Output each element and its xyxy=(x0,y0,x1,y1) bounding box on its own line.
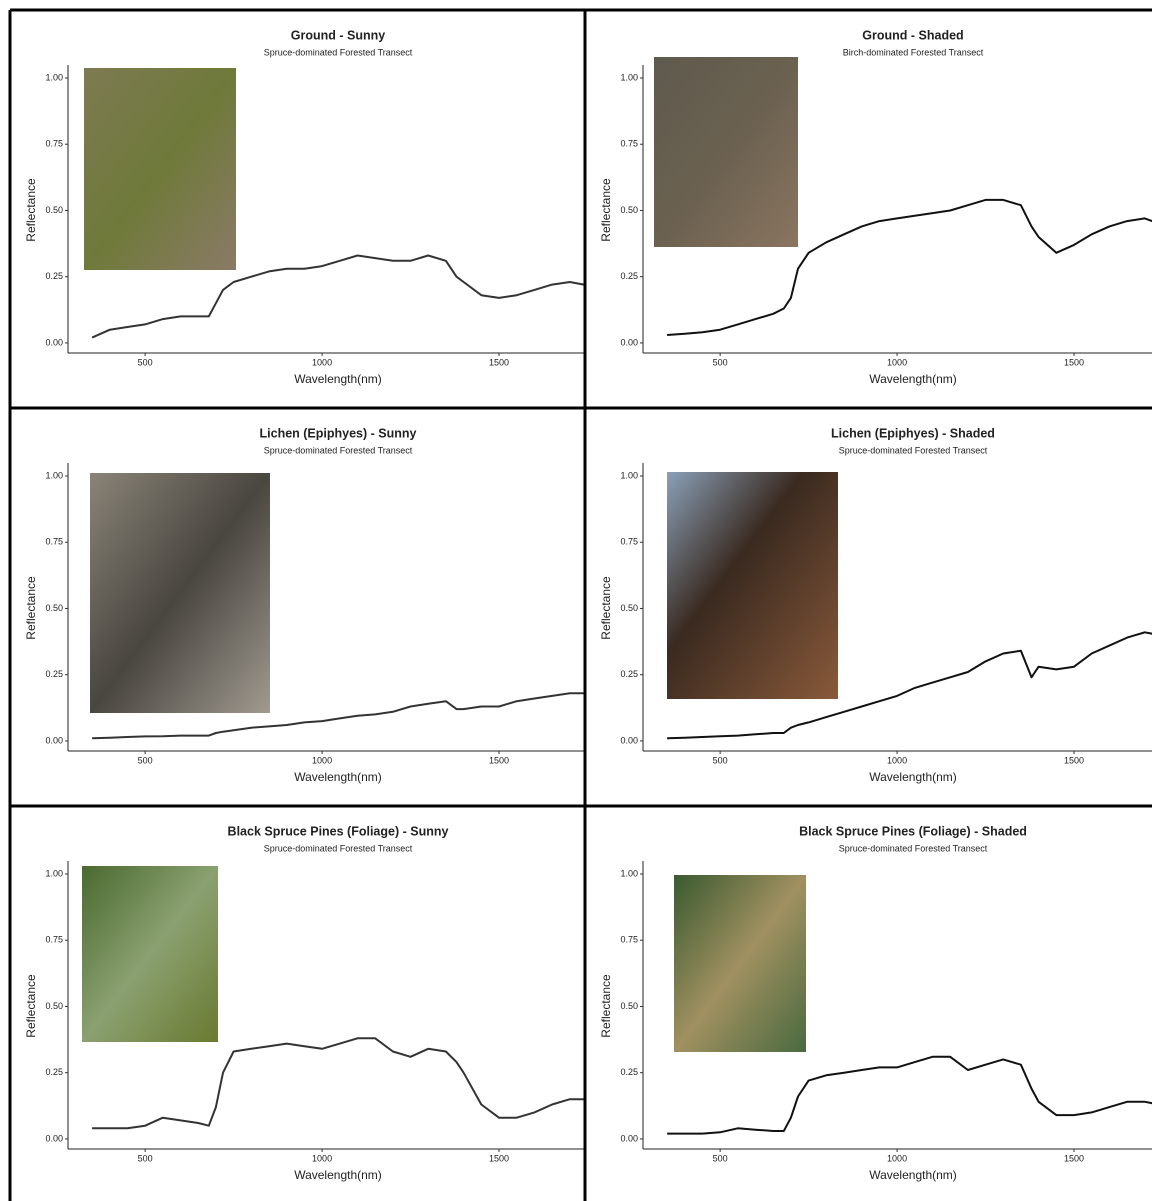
x-tick-label: 500 xyxy=(138,755,153,765)
chart-panel: Black Spruce Pines (Foliage) - Sunny Spru… xyxy=(24,824,585,1182)
x-tick-label: 1000 xyxy=(312,357,332,367)
x-axis-title: Wavelength(nm) xyxy=(294,372,382,386)
y-tick-label: 0.75 xyxy=(620,139,638,149)
x-tick-label: 500 xyxy=(713,755,728,765)
x-tick-label: 1500 xyxy=(1064,755,1084,765)
y-tick-label: 0.50 xyxy=(620,205,638,215)
chart-subtitle: Spruce-dominated Forested Transect xyxy=(839,445,988,455)
y-tick-label: 0.00 xyxy=(45,1133,63,1143)
x-tick-label: 500 xyxy=(138,1153,153,1163)
y-axis-title: Reflectance xyxy=(24,178,38,242)
x-tick-label: 500 xyxy=(713,1153,728,1163)
y-tick-label: 1.00 xyxy=(620,72,638,82)
y-axis-title: Reflectance xyxy=(599,576,613,640)
y-tick-label: 0.75 xyxy=(620,537,638,547)
chart-subtitle: Birch-dominated Forested Transect xyxy=(843,47,984,57)
y-tick-label: 0.50 xyxy=(620,1001,638,1011)
chart-title: Lichen (Epiphyes) - Sunny xyxy=(260,426,417,440)
chart-subtitle: Spruce-dominated Forested Transect xyxy=(264,843,413,853)
y-tick-label: 0.75 xyxy=(45,139,63,149)
x-tick-label: 1000 xyxy=(312,1153,332,1163)
photo xyxy=(82,866,218,1042)
y-tick-label: 0.00 xyxy=(620,735,638,745)
y-tick-label: 0.75 xyxy=(45,935,63,945)
y-tick-label: 0.00 xyxy=(620,337,638,347)
y-tick-label: 0.75 xyxy=(45,537,63,547)
x-tick-label: 1500 xyxy=(489,1153,509,1163)
y-tick-label: 1.00 xyxy=(620,868,638,878)
y-tick-label: 0.25 xyxy=(45,271,63,281)
x-tick-label: 1000 xyxy=(887,357,907,367)
x-tick-label: 1500 xyxy=(489,755,509,765)
y-axis-title: Reflectance xyxy=(599,178,613,242)
page: Ground - Sunny Spruce-dominated Forested … xyxy=(0,0,1152,1201)
chart-title: Black Spruce Pines (Foliage) - Shaded xyxy=(799,824,1027,838)
y-tick-label: 0.00 xyxy=(45,735,63,745)
chart-panel: Ground - Shaded Birch-dominated Forested … xyxy=(599,28,1152,386)
chart-title: Lichen (Epiphyes) - Shaded xyxy=(831,426,995,440)
x-tick-label: 1500 xyxy=(489,357,509,367)
x-axis-title: Wavelength(nm) xyxy=(294,1168,382,1182)
chart-title: Black Spruce Pines (Foliage) - Sunny xyxy=(228,824,449,838)
x-axis-title: Wavelength(nm) xyxy=(869,1168,957,1182)
y-tick-label: 0.50 xyxy=(620,603,638,613)
y-tick-label: 1.00 xyxy=(45,72,63,82)
y-axis-title: Reflectance xyxy=(24,974,38,1038)
spectrum-line xyxy=(667,1057,1152,1134)
chart-panel: Ground - Sunny Spruce-dominated Forested … xyxy=(24,28,585,386)
x-tick-label: 1000 xyxy=(887,1153,907,1163)
x-tick-label: 1500 xyxy=(1064,1153,1084,1163)
chart-subtitle: Spruce-dominated Forested Transect xyxy=(839,843,988,853)
spectrum-line xyxy=(92,1038,584,1128)
figure: Ground - Sunny Spruce-dominated Forested … xyxy=(0,0,1152,1201)
y-tick-label: 0.50 xyxy=(45,603,63,613)
y-tick-label: 0.00 xyxy=(620,1133,638,1143)
x-axis-title: Wavelength(nm) xyxy=(294,770,382,784)
y-tick-label: 0.25 xyxy=(620,1067,638,1077)
y-axis-title: Reflectance xyxy=(599,974,613,1038)
y-tick-label: 0.25 xyxy=(620,271,638,281)
chart-title: Ground - Sunny xyxy=(291,28,385,42)
x-axis-title: Wavelength(nm) xyxy=(869,372,957,386)
y-tick-label: 0.50 xyxy=(45,205,63,215)
photo xyxy=(654,57,798,247)
y-tick-label: 1.00 xyxy=(620,470,638,480)
y-tick-label: 0.50 xyxy=(45,1001,63,1011)
photo xyxy=(667,472,838,699)
y-tick-label: 1.00 xyxy=(45,470,63,480)
photo xyxy=(84,68,236,270)
x-tick-label: 1000 xyxy=(887,755,907,765)
chart-panel: Lichen (Epiphyes) - Shaded Spruce-dominat… xyxy=(599,426,1152,784)
y-tick-label: 0.75 xyxy=(620,935,638,945)
x-tick-label: 1500 xyxy=(1064,357,1084,367)
y-axis-title: Reflectance xyxy=(24,576,38,640)
y-tick-label: 0.25 xyxy=(620,669,638,679)
chart-panel: Black Spruce Pines (Foliage) - Shaded Spr… xyxy=(599,824,1152,1182)
x-tick-label: 500 xyxy=(713,357,728,367)
chart-panel: Lichen (Epiphyes) - Sunny Spruce-dominate… xyxy=(24,426,585,784)
chart-subtitle: Spruce-dominated Forested Transect xyxy=(264,47,413,57)
y-tick-label: 0.00 xyxy=(45,337,63,347)
y-tick-label: 0.25 xyxy=(45,1067,63,1077)
y-tick-label: 1.00 xyxy=(45,868,63,878)
chart-subtitle: Spruce-dominated Forested Transect xyxy=(264,445,413,455)
photo xyxy=(674,875,806,1052)
x-tick-label: 1000 xyxy=(312,755,332,765)
x-axis-title: Wavelength(nm) xyxy=(869,770,957,784)
x-tick-label: 500 xyxy=(138,357,153,367)
y-tick-label: 0.25 xyxy=(45,669,63,679)
chart-title: Ground - Shaded xyxy=(862,28,963,42)
photo xyxy=(90,473,270,713)
